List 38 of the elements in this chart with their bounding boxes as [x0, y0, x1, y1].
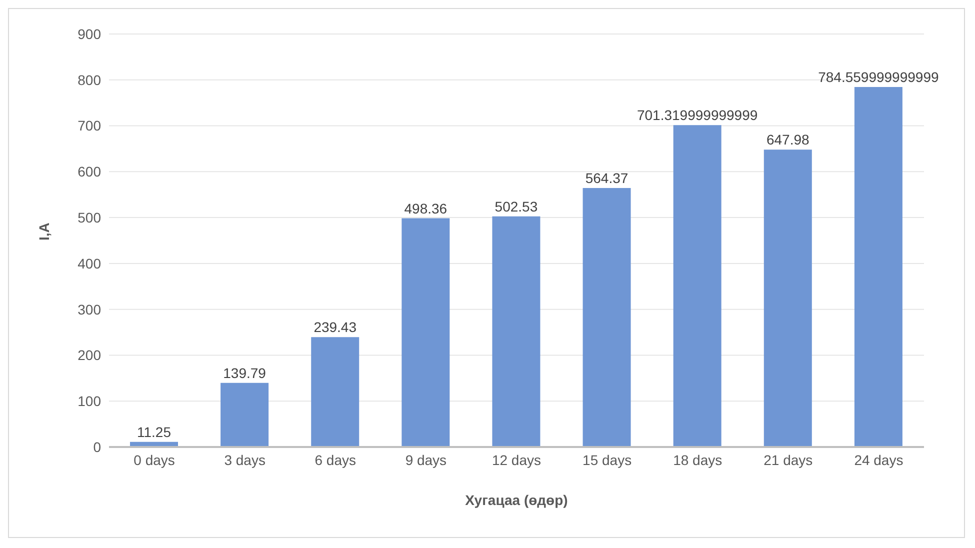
bar	[492, 216, 540, 447]
y-tick-label: 200	[78, 347, 102, 364]
x-tick-label: 6 days	[314, 452, 356, 468]
data-label: 139.79	[223, 364, 266, 381]
x-tick-label: 24 days	[854, 452, 904, 468]
y-tick-label: 700	[78, 118, 102, 134]
data-label: 498.36	[404, 200, 448, 216]
x-tick-label: 9 days	[405, 452, 447, 468]
x-tick-label: 15 days	[582, 452, 632, 468]
y-tick-label: 800	[78, 72, 102, 88]
y-tick-label: 600	[78, 164, 102, 180]
y-tick-label: 900	[78, 26, 102, 42]
y-tick-label: 400	[78, 255, 102, 272]
y-tick-label: 500	[78, 210, 102, 226]
bar	[764, 150, 812, 447]
x-tick-label: 3 days	[224, 452, 266, 468]
bar	[402, 218, 450, 447]
y-tick-label: 300	[78, 301, 102, 318]
data-label: 701.319999999999	[636, 107, 758, 124]
bar	[673, 125, 722, 447]
bar	[220, 382, 269, 447]
bar	[311, 337, 360, 447]
x-axis-title: Хугацаа (өдөр)	[465, 492, 568, 508]
data-label: 784.559999999999	[818, 68, 939, 85]
data-label: 647.98	[766, 132, 810, 148]
y-tick-label: 0	[93, 438, 102, 455]
data-label: 239.43	[314, 319, 357, 336]
x-tick-label: 0 days	[134, 452, 175, 468]
bar	[854, 86, 902, 447]
data-label: 502.53	[494, 198, 538, 214]
data-label: 564.37	[585, 170, 628, 186]
x-tick-label: 18 days	[673, 452, 722, 468]
x-tick-label: 12 days	[492, 452, 542, 468]
bar	[582, 188, 631, 447]
y-axis-title: I,A	[36, 222, 52, 240]
x-tick-label: 21 days	[764, 452, 813, 468]
data-label: 11.25	[137, 424, 172, 440]
y-tick-label: 100	[78, 393, 102, 410]
